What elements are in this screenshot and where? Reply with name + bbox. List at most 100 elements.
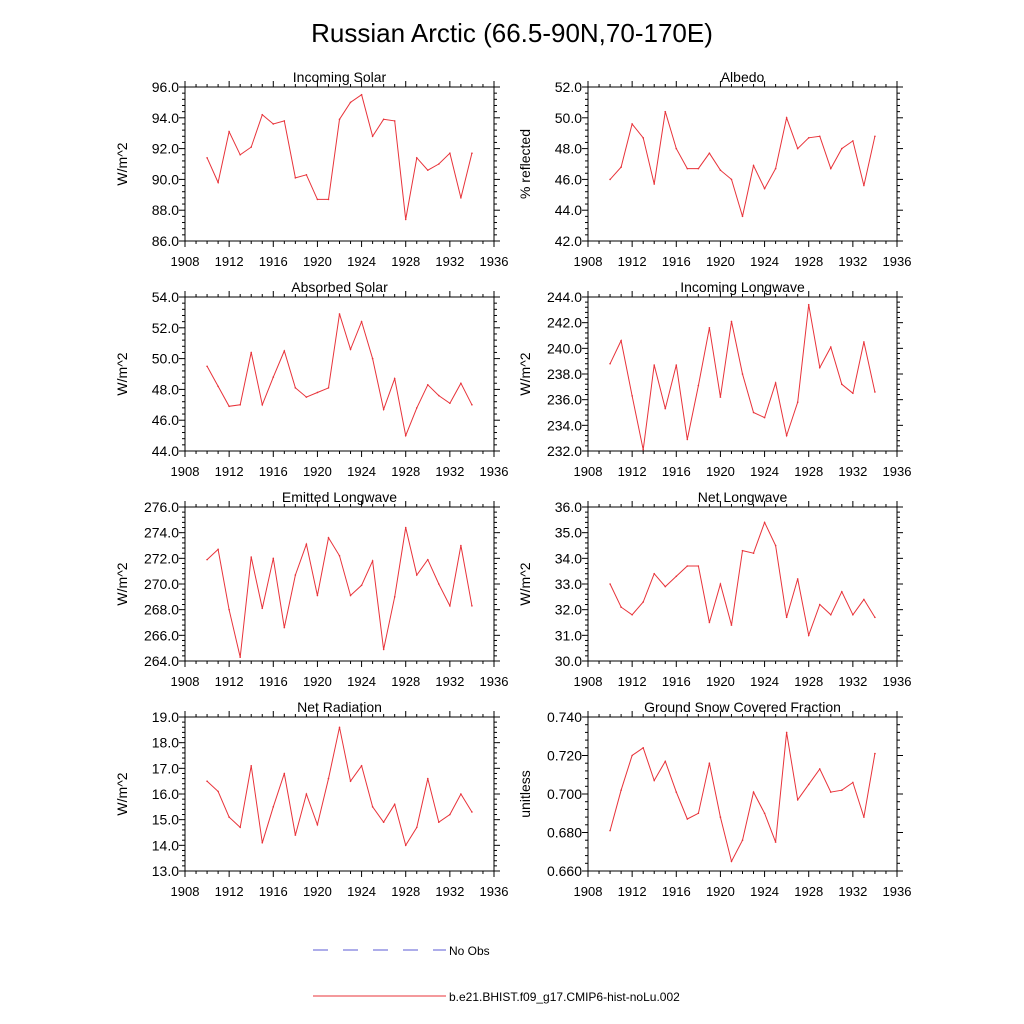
x-tick-label: 1912 [215, 674, 244, 689]
y-tick-label: 34.0 [555, 550, 582, 566]
data-point [697, 167, 700, 170]
data-point [752, 411, 755, 414]
data-point [460, 544, 462, 547]
data-point [471, 152, 473, 155]
data-point [382, 821, 385, 824]
data-point [818, 768, 821, 770]
data-point [283, 350, 286, 352]
x-tick-label: 1928 [391, 674, 420, 689]
data-point [449, 813, 451, 816]
y-tick-label: 86.0 [152, 233, 179, 249]
y-tick-label: 50.0 [555, 110, 582, 126]
x-tick-label: 1920 [706, 254, 735, 269]
y-tick-label: 17.0 [152, 760, 179, 776]
y-tick-label: 18.0 [152, 735, 179, 751]
data-point [305, 173, 308, 176]
y-tick-label: 90.0 [152, 171, 179, 187]
data-point [349, 594, 352, 597]
data-point [206, 780, 208, 782]
y-tick-label: 0.660 [547, 863, 582, 879]
data-point [708, 327, 711, 329]
data-point [752, 164, 755, 167]
legend-label-model: b.e21.BHIST.f09_g17.CMIP6-hist-noLu.002 [449, 990, 680, 1004]
data-point [686, 167, 689, 170]
x-tick-label: 1908 [171, 254, 200, 269]
y-tick-label: 232.0 [547, 443, 582, 459]
x-tick-label: 1920 [303, 884, 332, 899]
y-axis-label: W/m^2 [517, 352, 533, 395]
x-tick-label: 1920 [706, 884, 735, 899]
series-line [609, 304, 876, 450]
data-point [631, 754, 633, 757]
data-point [642, 601, 644, 603]
data-point [841, 147, 843, 150]
x-tick-label: 1908 [574, 884, 603, 899]
panel-title: Incoming Longwave [680, 279, 805, 295]
y-tick-label: 234.0 [547, 417, 582, 433]
y-tick-label: 272.0 [144, 550, 179, 566]
data-point [609, 362, 611, 365]
data-point [239, 153, 241, 156]
data-point [796, 798, 799, 801]
series-line [609, 111, 876, 217]
data-point [338, 554, 341, 557]
plot-frame [587, 86, 898, 242]
legend: No Obs b.e21.BHIST.f09_g17.CMIP6-hist-no… [313, 944, 680, 1004]
data-point [730, 860, 733, 863]
y-tick-label: 50.0 [152, 351, 179, 367]
data-point [460, 793, 462, 795]
y-tick-label: 30.0 [555, 653, 582, 669]
data-point [217, 385, 219, 388]
data-point [449, 152, 451, 155]
data-point [708, 762, 711, 764]
data-point [664, 110, 667, 113]
x-tick-label: 1924 [750, 254, 779, 269]
panel-title: Ground Snow Covered Fraction [644, 699, 841, 715]
data-point [283, 120, 286, 122]
data-point [642, 747, 644, 749]
data-point [393, 120, 396, 122]
y-tick-label: 270.0 [144, 576, 179, 592]
data-point [272, 123, 275, 125]
data-point [360, 764, 363, 767]
plot-frame [587, 716, 898, 872]
panel-7: Ground Snow Covered Fraction unitless 1908… [517, 699, 911, 899]
x-tick-label: 1936 [883, 254, 912, 269]
data-point [719, 816, 722, 818]
x-tick-label: 1920 [706, 674, 735, 689]
x-tick-label: 1924 [750, 884, 779, 899]
data-point [228, 816, 230, 818]
y-axis-label: W/m^2 [114, 772, 130, 815]
panel-6: Net Radiation W/m^2 1908 1912 1916 1920 1924 19… [114, 699, 508, 899]
data-point [807, 783, 810, 786]
data-point [250, 764, 253, 767]
series-line [609, 521, 876, 638]
data-point [818, 135, 821, 138]
x-tick-label: 1932 [435, 884, 464, 899]
data-point [609, 829, 611, 832]
data-point [874, 616, 876, 619]
data-point [316, 391, 319, 394]
data-point [250, 351, 253, 354]
data-point [228, 405, 230, 408]
data-point [852, 781, 854, 784]
x-tick-label: 1928 [391, 254, 420, 269]
data-point [863, 341, 865, 343]
data-point [686, 438, 689, 441]
plot-frame [184, 716, 495, 872]
data-point [719, 583, 722, 585]
x-tick-label: 1916 [662, 254, 691, 269]
data-point [415, 826, 418, 829]
x-tick-label: 1932 [435, 464, 464, 479]
panel-3: Incoming Longwave W/m^2 1908 1912 1916 1920 19… [517, 279, 911, 479]
x-tick-label: 1908 [574, 674, 603, 689]
data-point [426, 558, 429, 561]
y-tick-label: 92.0 [152, 141, 179, 157]
data-point [371, 357, 374, 360]
data-point [631, 395, 633, 397]
x-tick-label: 1920 [303, 464, 332, 479]
data-point [206, 157, 208, 159]
series-line [609, 732, 876, 863]
data-point [763, 521, 766, 524]
data-point [460, 197, 462, 199]
